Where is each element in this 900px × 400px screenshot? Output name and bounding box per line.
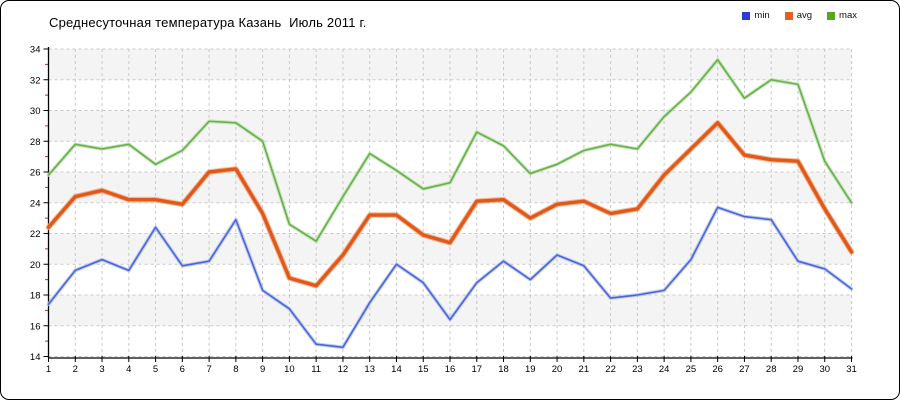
legend-swatch-avg-icon (784, 11, 793, 20)
legend-label-avg: avg (796, 10, 813, 21)
x-axis-label: 31 (846, 364, 857, 375)
x-axis-label: 27 (739, 364, 750, 375)
x-axis-label: 5 (153, 364, 158, 375)
legend-item-avg: avg (784, 10, 813, 21)
x-axis-label: 10 (284, 364, 295, 375)
x-axis-label: 2 (73, 364, 78, 375)
x-axis-label: 6 (180, 364, 185, 375)
x-axis-label: 28 (766, 364, 777, 375)
legend-label-min: min (754, 10, 770, 21)
y-axis-label: 16 (30, 321, 41, 332)
legend-label-max: max (839, 10, 857, 21)
x-axis-label: 25 (686, 364, 697, 375)
x-axis-label: 23 (632, 364, 643, 375)
x-axis-label: 24 (659, 364, 670, 375)
x-axis-label: 7 (206, 364, 211, 375)
y-axis-label: 32 (30, 75, 41, 86)
x-axis-label: 18 (498, 364, 509, 375)
chart-title: Среднесуточная температура Казань Июль 2… (49, 15, 367, 30)
x-axis-label: 21 (579, 364, 590, 375)
x-axis-label: 30 (819, 364, 830, 375)
min-line (47, 206, 853, 349)
y-axis-label: 30 (30, 106, 41, 117)
x-axis-label: 4 (126, 364, 131, 375)
x-axis-label: 20 (552, 364, 563, 375)
x-axis-label: 12 (338, 364, 349, 375)
x-axis-label: 11 (311, 364, 321, 375)
y-axis-label: 24 (30, 198, 41, 209)
x-axis-label: 16 (445, 364, 456, 375)
y-axis-label: 34 (30, 45, 41, 56)
x-axis-label: 13 (364, 364, 375, 375)
x-axis-label: 17 (471, 364, 482, 375)
y-axis-label: 18 (30, 291, 41, 302)
y-axis-label: 20 (30, 260, 41, 271)
x-axis-label: 3 (99, 364, 104, 375)
x-axis-label: 14 (391, 364, 402, 375)
y-axis-label: 26 (30, 168, 41, 179)
y-axis-label: 22 (30, 229, 41, 240)
legend-swatch-min-icon (742, 11, 751, 20)
max-line (47, 58, 853, 242)
x-axis-label: 26 (712, 364, 723, 375)
x-axis-label: 1 (46, 364, 51, 375)
x-axis-label: 29 (793, 364, 804, 375)
avg-line (46, 121, 854, 288)
x-axis-label: 15 (418, 364, 429, 375)
legend-item-min: min (742, 10, 770, 21)
legend-item-max: max (827, 10, 857, 21)
x-axis-label: 19 (525, 364, 536, 375)
y-axis-label: 28 (30, 137, 41, 148)
x-axis-label: 8 (233, 364, 238, 375)
legend-swatch-max-icon (827, 11, 836, 20)
y-axis-label: 14 (30, 352, 41, 363)
x-axis-label: 9 (260, 364, 265, 375)
legend: min avg max (742, 10, 857, 21)
x-axis-label: 22 (605, 364, 616, 375)
